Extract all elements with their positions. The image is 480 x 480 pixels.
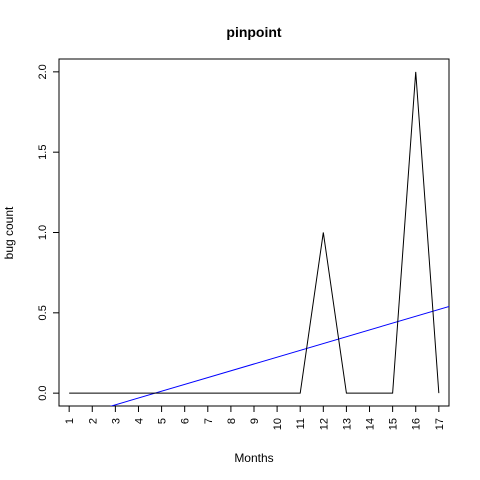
y-axis-label: bug count bbox=[2, 206, 16, 259]
plot-area: 1 2 3 4 5 6 7 8 9 10 11 12 13 14 15 16 170.00.51.01.52.0 bbox=[37, 58, 450, 430]
y-tick-label: 0.0 bbox=[37, 385, 49, 400]
y-tick-label: 2.0 bbox=[37, 64, 49, 79]
x-tick-label: 13 bbox=[341, 418, 353, 430]
x-tick-label: 3 bbox=[110, 418, 122, 424]
x-tick-label: 6 bbox=[180, 418, 192, 424]
x-tick-label: 8 bbox=[226, 418, 238, 424]
x-tick-label: 2 bbox=[87, 418, 99, 424]
trend-line bbox=[109, 305, 449, 406]
x-tick-label: 12 bbox=[318, 418, 330, 430]
plot-frame bbox=[58, 58, 450, 407]
x-tick-label: 10 bbox=[272, 418, 284, 430]
x-tick-label: 5 bbox=[157, 418, 169, 424]
x-tick-label: 16 bbox=[411, 418, 423, 430]
x-tick-label: 4 bbox=[133, 418, 145, 424]
chart-title: pinpoint bbox=[226, 24, 282, 40]
y-tick-label: 0.5 bbox=[37, 305, 49, 320]
x-tick-label: 11 bbox=[295, 418, 307, 429]
x-axis-label: Months bbox=[234, 451, 273, 465]
x-tick-label: 15 bbox=[388, 418, 400, 430]
x-tick-label: 7 bbox=[203, 418, 215, 424]
y-tick-label: 1.5 bbox=[37, 145, 49, 160]
x-tick-label: 1 bbox=[64, 418, 76, 424]
x-tick-label: 17 bbox=[434, 418, 446, 430]
x-tick-label: 9 bbox=[249, 418, 261, 424]
series-line bbox=[69, 71, 440, 394]
x-tick-label: 14 bbox=[365, 418, 377, 430]
y-tick-label: 1.0 bbox=[37, 225, 49, 240]
